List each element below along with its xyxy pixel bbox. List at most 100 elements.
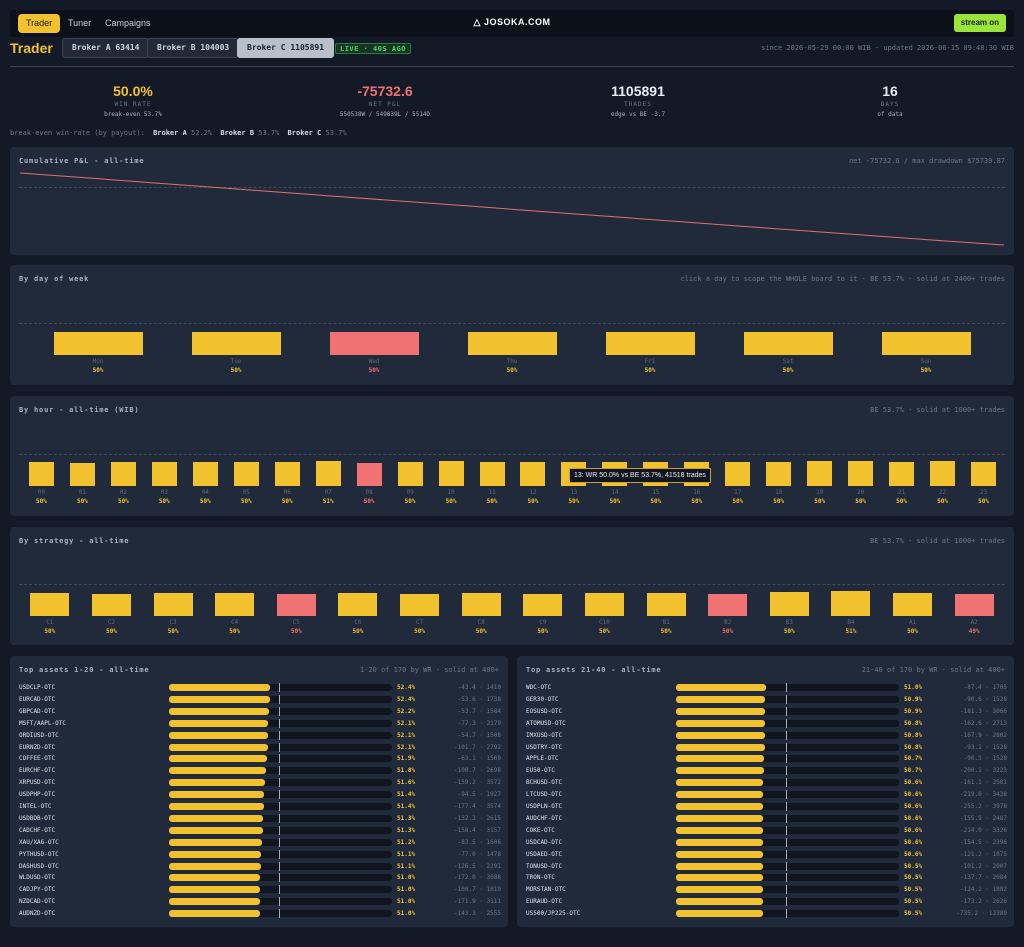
- asset-row[interactable]: ORDIUSD-OTC 52.1% -54.7 · 1508: [10, 730, 508, 742]
- asset-name: ORDIUSD-OTC: [19, 731, 59, 739]
- dow-bar[interactable]: [191, 332, 281, 355]
- asset-stats: -173.2 · 2626: [960, 898, 1007, 906]
- hour-bar[interactable]: [971, 462, 997, 486]
- asset-row[interactable]: EURNZD-OTC 52.1% -101.7 · 2792: [10, 742, 508, 754]
- tab-trader[interactable]: Trader: [18, 14, 61, 33]
- hour-bar[interactable]: [69, 463, 95, 486]
- dow-bar[interactable]: [329, 332, 419, 355]
- hour-bar[interactable]: [479, 462, 505, 486]
- dow-bar[interactable]: [53, 332, 143, 355]
- dow-bar[interactable]: [605, 332, 695, 355]
- tab-tuner[interactable]: Tuner: [68, 18, 92, 28]
- hour-category-label: 15: [652, 489, 660, 496]
- asset-row[interactable]: COFFEE-OTC 51.9% -63.1 · 1569: [10, 753, 508, 765]
- asset-row[interactable]: NZDCAD-OTC 51.0% -171.9 · 3111: [10, 896, 508, 908]
- asset-row[interactable]: USDPLN-OTC 50.6% -255.2 · 3978: [517, 801, 1014, 813]
- asset-row[interactable]: EURCAD-OTC 52.4% -53.6 · 1738: [10, 694, 508, 706]
- asset-row[interactable]: EURCHF-OTC 51.8% -100.7 · 2698: [10, 765, 508, 777]
- strategy-bar[interactable]: [893, 593, 933, 616]
- asset-row[interactable]: APPLE-OTC 50.7% -90.3 · 1528: [517, 753, 1014, 765]
- asset-row[interactable]: USDTRY-OTC 50.8% -93.1 · 1528: [517, 742, 1014, 754]
- hour-bar[interactable]: [725, 462, 751, 486]
- hour-bar[interactable]: [151, 462, 177, 486]
- hour-bar[interactable]: [848, 461, 874, 486]
- hour-bar[interactable]: [930, 461, 956, 486]
- asset-row[interactable]: EOSUSD-OTC 50.9% -181.3 · 3066: [517, 706, 1014, 718]
- asset-row[interactable]: DASHUSD-OTC 51.1% -126.5 · 2291: [10, 861, 508, 873]
- strategy-bar[interactable]: [769, 592, 809, 616]
- asset-row[interactable]: CADJPY-OTC 51.0% -100.7 · 1819: [10, 884, 508, 896]
- asset-row[interactable]: CADCHF-OTC 51.3% -158.4 · 3157: [10, 825, 508, 837]
- asset-row[interactable]: XAU/XAG-OTC 51.2% -83.5 · 1606: [10, 837, 508, 849]
- hour-bar[interactable]: [28, 462, 54, 486]
- asset-row[interactable]: USDPHP-OTC 51.4% -94.5 · 1927: [10, 789, 508, 801]
- dow-bar[interactable]: [881, 332, 971, 355]
- asset-row[interactable]: AUDCHF-OTC 50.6% -155.9 · 2487: [517, 813, 1014, 825]
- strategy-category-label: B3: [785, 619, 793, 626]
- hour-bar[interactable]: [397, 462, 423, 486]
- asset-row[interactable]: AUDNZD-OTC 51.0% -143.3 · 2555: [10, 908, 508, 920]
- broker-tab-c[interactable]: Broker C 1105891: [237, 38, 335, 58]
- asset-row[interactable]: ATOMUSD-OTC 50.8% -162.6 · 2713: [517, 718, 1014, 730]
- hour-panel: By hour - all-time (WIB) BE 53.7% · soli…: [10, 396, 1014, 516]
- strategy-bar[interactable]: [400, 594, 440, 616]
- strategy-bar[interactable]: [708, 594, 748, 616]
- broker-tab-b[interactable]: Broker B 104003: [147, 38, 240, 58]
- asset-row[interactable]: TRON-OTC 50.5% -137.7 · 2084: [517, 872, 1014, 884]
- asset-row[interactable]: EURAUD-OTC 50.5% -173.2 · 2626: [517, 896, 1014, 908]
- strategy-bar[interactable]: [954, 594, 994, 616]
- hour-bar[interactable]: [520, 462, 546, 486]
- hour-bar[interactable]: [807, 461, 833, 486]
- asset-row[interactable]: US500/JP225-OTC 50.5% -735.2 · 12389: [517, 908, 1014, 920]
- hour-bar[interactable]: [110, 462, 136, 486]
- asset-row[interactable]: USDBDB-OTC 51.3% -132.3 · 2615: [10, 813, 508, 825]
- broker-tab-a[interactable]: Broker A 63414: [62, 38, 150, 58]
- hour-bar[interactable]: [274, 462, 300, 486]
- asset-row[interactable]: MORSTAN-OTC 50.5% -124.2 · 1882: [517, 884, 1014, 896]
- strategy-bar[interactable]: [584, 593, 624, 616]
- asset-row[interactable]: PYTHUSD-OTC 51.1% -77.0 · 1478: [10, 849, 508, 861]
- asset-row[interactable]: GBPCAD-OTC 52.2% -53.7 · 1584: [10, 706, 508, 718]
- hour-bar[interactable]: [438, 461, 464, 486]
- asset-row[interactable]: WLDUSD-OTC 51.0% -172.0 · 3088: [10, 872, 508, 884]
- strategy-value-label: 50%: [290, 628, 302, 635]
- strategy-bar[interactable]: [523, 594, 563, 616]
- strategy-bar[interactable]: [215, 593, 255, 616]
- asset-row[interactable]: USDCAD-OTC 50.6% -154.5 · 2396: [517, 837, 1014, 849]
- strategy-bar[interactable]: [461, 593, 501, 616]
- asset-row[interactable]: WDC-OTC 51.0% -87.4 · 1705: [517, 682, 1014, 694]
- asset-row[interactable]: XRPUSD-OTC 51.6% -159.2 · 3572: [10, 777, 508, 789]
- dow-bar[interactable]: [467, 332, 557, 355]
- hour-bar[interactable]: [192, 462, 218, 486]
- hour-bar[interactable]: [889, 462, 915, 486]
- asset-row[interactable]: COKE-OTC 50.6% -214.0 · 3326: [517, 825, 1014, 837]
- asset-win-rate: 50.9%: [904, 707, 923, 715]
- strategy-bar[interactable]: [153, 593, 193, 616]
- strategy-bar[interactable]: [276, 594, 316, 616]
- tab-campaigns[interactable]: Campaigns: [105, 18, 151, 28]
- asset-row[interactable]: USDCLP-OTC 52.4% -43.4 · 1410: [10, 682, 508, 694]
- strategy-bar[interactable]: [646, 593, 686, 616]
- hour-bar[interactable]: [766, 462, 792, 486]
- strategy-bar[interactable]: [30, 593, 70, 616]
- asset-row[interactable]: EU50-OTC 50.7% -200.1 · 3223: [517, 765, 1014, 777]
- asset-row[interactable]: INTEL-OTC 51.4% -177.4 · 3574: [10, 801, 508, 813]
- stream-button[interactable]: stream on: [953, 14, 1006, 32]
- asset-row[interactable]: BCHUSD-OTC 50.6% -161.1 · 2581: [517, 777, 1014, 789]
- hour-bar[interactable]: [356, 463, 382, 486]
- breakeven-marker: [279, 909, 280, 919]
- strategy-bar[interactable]: [91, 594, 131, 616]
- strategy-bar[interactable]: [338, 593, 378, 616]
- breakeven-marker: [786, 813, 787, 823]
- strategy-bar[interactable]: [831, 591, 871, 616]
- hour-bar[interactable]: [315, 461, 341, 486]
- asset-row[interactable]: TONUSD-OTC 50.5% -101.2 · 2007: [517, 861, 1014, 873]
- asset-row[interactable]: LTCUSD-OTC 50.6% -219.0 · 3438: [517, 789, 1014, 801]
- asset-stats: -94.5 · 1927: [457, 791, 501, 799]
- asset-row[interactable]: GER30-OTC 50.9% -90.6 · 1528: [517, 694, 1014, 706]
- asset-row[interactable]: USDAED-OTC 50.6% -121.2 · 1875: [517, 849, 1014, 861]
- asset-row[interactable]: MSFT/AAPL-OTC 52.1% -77.3 · 2179: [10, 718, 508, 730]
- dow-bar[interactable]: [743, 332, 833, 355]
- asset-row[interactable]: IMXUSD-OTC 50.8% -167.9 · 2802: [517, 730, 1014, 742]
- hour-bar[interactable]: [233, 462, 259, 486]
